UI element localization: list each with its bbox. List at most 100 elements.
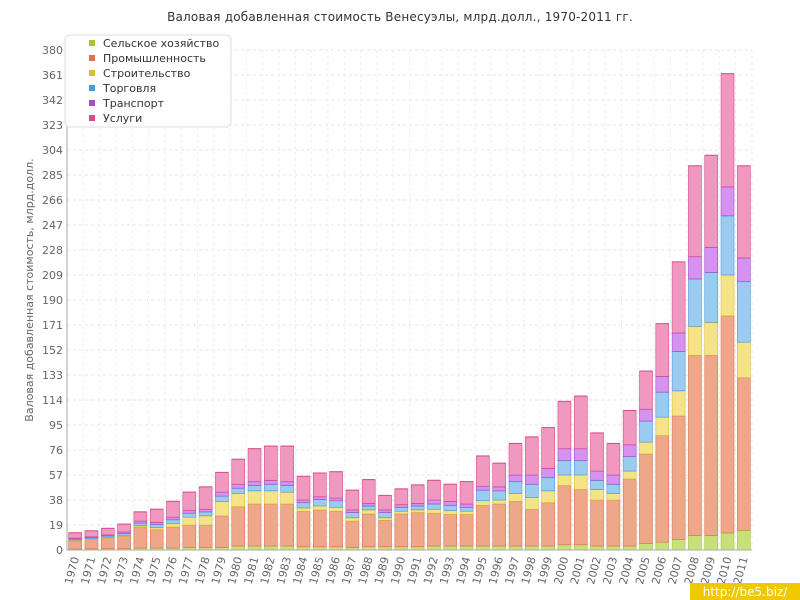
bar-segment-1: [459, 545, 474, 551]
y-tick-label: 304: [42, 144, 63, 157]
bar-segment-2: [720, 315, 735, 534]
chart-title: Валовая добавленная стоимость Венесуэлы,…: [167, 10, 633, 24]
watermark: http://be5.biz/: [690, 583, 800, 600]
y-tick-label: 228: [42, 244, 63, 257]
bar-segment-5: [655, 376, 670, 393]
bar-segment-6: [573, 395, 588, 449]
bar-segment-2: [280, 503, 294, 547]
bar-segment-2: [671, 415, 686, 540]
bar-segment-6: [361, 479, 376, 504]
bar-segment-5: [639, 408, 653, 422]
bar-segment-6: [443, 483, 458, 502]
bar-segment-2: [247, 503, 262, 547]
bar-segment-2: [149, 529, 164, 549]
bar-segment-4: [361, 505, 376, 511]
bar-segment-4: [247, 485, 262, 492]
bar-segment-5: [264, 479, 278, 485]
y-tick-label: 38: [49, 494, 63, 507]
bar-segment-5: [541, 468, 555, 478]
bar-segment-4: [312, 499, 327, 507]
bar-segment-4: [655, 391, 670, 418]
bar-segment-1: [508, 545, 523, 551]
bar-segment-1: [492, 545, 507, 551]
bar-segment-1: [247, 545, 262, 551]
bar-segment-3: [573, 474, 588, 490]
bar-segment-3: [492, 499, 507, 505]
bar-segment-2: [427, 512, 441, 547]
bar-segment-5: [280, 481, 294, 486]
bar-segment-2: [117, 535, 131, 549]
bar-segment-6: [606, 443, 621, 476]
bar-segment-5: [231, 483, 246, 489]
y-tick-label: 190: [42, 294, 63, 307]
legend-swatch: [89, 100, 95, 106]
bar-segment-6: [182, 491, 197, 511]
bar-segment-2: [525, 508, 539, 547]
bar-segment-6: [247, 448, 262, 482]
bar-segment-2: [557, 485, 572, 546]
bar-segment-6: [68, 532, 82, 539]
bar-segment-4: [394, 506, 409, 512]
bar-segment-1: [639, 543, 653, 551]
legend-label: Строительство: [103, 67, 191, 80]
bar-segment-3: [476, 500, 490, 506]
y-tick-label: 380: [42, 44, 63, 57]
bar-segment-1: [720, 532, 735, 551]
y-tick-label: 209: [42, 269, 63, 282]
bar-segment-1: [541, 545, 555, 551]
bar-segment-4: [427, 503, 441, 510]
y-tick-label: 152: [42, 344, 63, 357]
bar-segment-5: [492, 486, 507, 492]
bar-segment-5: [508, 474, 523, 482]
bar-segment-6: [639, 370, 653, 410]
bar-segment-6: [459, 481, 474, 505]
bar-segment-6: [671, 261, 686, 334]
bar-segment-6: [149, 508, 164, 523]
bar-segment-2: [68, 540, 82, 550]
bar-segment-4: [182, 512, 197, 518]
bar-segment-2: [329, 510, 343, 548]
bar-segment-1: [525, 545, 539, 551]
bar-segment-6: [622, 410, 637, 446]
bar-segment-3: [606, 493, 621, 501]
bar-segment-2: [133, 526, 148, 549]
bar-segment-6: [312, 472, 327, 498]
bar-segment-6: [557, 401, 572, 449]
bar-segment-1: [671, 539, 686, 551]
bar-segment-6: [100, 527, 115, 536]
bar-segment-3: [671, 390, 686, 417]
y-tick-label: 342: [42, 94, 63, 107]
bar-segment-4: [525, 483, 539, 498]
bar-segment-6: [378, 495, 392, 511]
legend-label: Транспорт: [102, 97, 165, 110]
y-tick-label: 323: [42, 119, 63, 132]
y-tick-label: 266: [42, 194, 63, 207]
bar-segment-3: [198, 515, 213, 526]
bar-segment-6: [117, 523, 131, 533]
bar-segment-3: [231, 493, 246, 507]
bar-segment-3: [215, 501, 229, 517]
bar-segment-2: [508, 501, 523, 547]
bar-segment-6: [492, 462, 507, 488]
bar-segment-5: [671, 332, 686, 352]
bar-segment-2: [655, 435, 670, 543]
bar-segment-4: [198, 511, 213, 517]
bar-segment-4: [378, 512, 392, 519]
bar-segment-4: [166, 519, 180, 524]
bar-segment-4: [443, 504, 458, 511]
bar-segment-4: [704, 272, 719, 323]
bar-segment-6: [329, 471, 343, 499]
bar-segment-2: [100, 537, 115, 549]
bar-segment-3: [720, 274, 735, 317]
bar-segment-4: [639, 420, 653, 443]
bar-segment-2: [231, 506, 246, 547]
bar-segment-3: [264, 490, 278, 505]
bar-segment-2: [378, 520, 392, 548]
bar-segment-5: [557, 448, 572, 461]
bar-segment-2: [573, 489, 588, 546]
bar-segment-4: [688, 278, 702, 327]
bar-segment-5: [476, 485, 490, 491]
bar-segment-5: [704, 247, 719, 273]
bar-segment-6: [394, 488, 409, 505]
